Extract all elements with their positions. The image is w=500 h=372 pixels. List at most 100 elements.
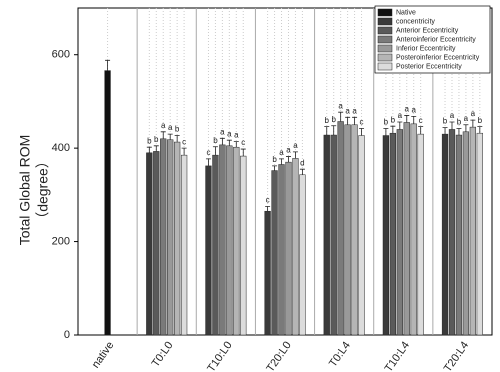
- error-bar: [404, 115, 410, 123]
- legend-label: Posteroinferior Eccentricity: [396, 54, 480, 61]
- bar: [292, 158, 299, 336]
- y-axis-label: （degree）: [35, 154, 51, 226]
- error-bar: [160, 131, 166, 139]
- error-bar: [418, 126, 424, 135]
- significance-label: a: [338, 101, 343, 110]
- legend-swatch: [377, 62, 393, 71]
- legend-label: Anteroinferior Eccentricity: [396, 36, 476, 43]
- bar: [219, 144, 226, 336]
- significance-label: b: [213, 136, 218, 145]
- significance-label: c: [206, 148, 210, 157]
- error-bar: [352, 116, 358, 125]
- error-bar: [233, 141, 239, 148]
- bar: [299, 174, 306, 336]
- bar: [212, 154, 219, 336]
- bar: [469, 126, 476, 336]
- x-tick-label: T10:L4: [383, 340, 412, 372]
- bar: [271, 170, 278, 336]
- error-bar: [442, 127, 448, 135]
- error-bar: [411, 115, 417, 124]
- x-tick-label: T0:L4: [327, 340, 353, 370]
- significance-label: a: [161, 121, 166, 130]
- bar: [396, 129, 403, 336]
- legend-swatch: [377, 35, 393, 44]
- bar: [382, 135, 390, 336]
- error-bar: [219, 137, 225, 145]
- error-bar: [265, 206, 271, 212]
- bar: [455, 134, 463, 336]
- significance-label: a: [411, 105, 416, 114]
- bar: [278, 164, 285, 336]
- error-bar: [390, 125, 396, 134]
- error-bar: [463, 124, 469, 132]
- significance-label: a: [464, 114, 469, 123]
- bar: [337, 121, 344, 336]
- x-tick-label: T0:L0: [150, 340, 176, 370]
- bar: [410, 123, 417, 336]
- bar: [351, 124, 358, 336]
- x-tick-label: native: [90, 340, 117, 371]
- bar: [323, 134, 330, 336]
- error-bar: [338, 111, 344, 122]
- error-bar: [146, 146, 152, 153]
- significance-label: b: [384, 118, 389, 127]
- significance-label: a: [168, 123, 173, 132]
- significance-label: b: [478, 116, 483, 125]
- significance-label: c: [419, 116, 423, 125]
- plot-frame: [77, 7, 493, 336]
- y-axis-label: Total Global ROM: [17, 135, 33, 245]
- error-bar: [279, 158, 285, 165]
- significance-label: a: [450, 111, 455, 120]
- bar: [448, 129, 456, 336]
- bar: [233, 146, 240, 336]
- legend-swatch: [377, 17, 393, 26]
- error-bar: [359, 128, 365, 136]
- bar: [344, 124, 351, 336]
- significance-label: a: [279, 148, 284, 157]
- error-bar: [153, 145, 159, 152]
- significance-label: b: [457, 118, 462, 127]
- error-bar: [167, 133, 173, 140]
- x-tick-label: T20:L0: [264, 340, 293, 372]
- significance-label: c: [241, 138, 245, 147]
- bar: [174, 141, 181, 336]
- bar: [403, 122, 410, 336]
- error-bar: [181, 147, 187, 156]
- error-bar: [212, 146, 218, 156]
- bar: [180, 154, 188, 336]
- significance-label: a: [398, 111, 403, 120]
- legend-box: [374, 5, 491, 74]
- error-bar: [205, 158, 211, 166]
- error-bar: [240, 148, 246, 157]
- error-bar: [383, 128, 389, 136]
- significance-label: b: [391, 115, 396, 124]
- error-bar: [449, 121, 455, 130]
- significance-label: a: [220, 127, 225, 136]
- legend-label: concentricity: [396, 18, 435, 25]
- significance-label: c: [266, 196, 270, 205]
- significance-label: a: [293, 141, 298, 150]
- bar: [167, 139, 174, 336]
- significance-label: b: [154, 135, 159, 144]
- legend-label: Inferior Eccentricity: [396, 45, 456, 52]
- error-bar: [105, 59, 111, 71]
- significance-label: b: [272, 155, 277, 164]
- bar: [226, 145, 233, 336]
- error-bar: [174, 135, 180, 143]
- significance-label: d: [300, 158, 304, 167]
- error-bar: [397, 121, 403, 130]
- error-bar: [470, 119, 476, 128]
- significance-label: a: [405, 105, 410, 114]
- bar: [205, 165, 212, 336]
- bar: [240, 155, 247, 336]
- legend-swatch: [377, 26, 393, 35]
- error-bar: [285, 156, 291, 163]
- significance-label: b: [325, 116, 330, 125]
- bar: [389, 132, 396, 336]
- significance-label: a: [352, 106, 357, 115]
- legend-swatch: [377, 8, 393, 17]
- bar: [264, 210, 271, 336]
- legend-label: Native: [396, 9, 416, 16]
- significance-label: c: [182, 137, 186, 146]
